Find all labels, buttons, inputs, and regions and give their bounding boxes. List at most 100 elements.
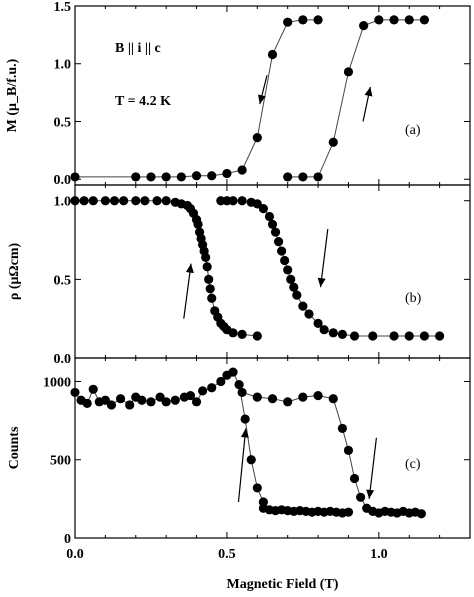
data-point <box>280 255 290 266</box>
y-tick-label: 0 <box>64 532 71 547</box>
data-point <box>313 318 323 328</box>
series-line <box>75 19 319 178</box>
data-point <box>313 172 323 182</box>
direction-arrow <box>362 86 373 122</box>
data-point <box>252 133 262 143</box>
data-point <box>205 284 215 294</box>
data-point <box>389 15 399 25</box>
data-point <box>228 367 238 377</box>
y-tick-label: 1.0 <box>54 58 72 73</box>
data-point <box>237 165 247 175</box>
data-point <box>298 392 308 402</box>
panel-2: 0.0 0.5 1.0 ρ (μΩcm) (b) <box>7 184 471 367</box>
data-point <box>191 171 202 181</box>
data-point <box>419 15 430 25</box>
data-point <box>228 196 238 206</box>
data-point <box>88 196 98 206</box>
data-point <box>137 395 147 405</box>
data-point <box>191 397 202 407</box>
panel-frame <box>74 357 471 539</box>
panel-label: (a) <box>405 123 421 138</box>
data-point <box>88 384 98 394</box>
y-axis-label: M (μ_B/f.u.) <box>5 58 20 132</box>
data-point <box>298 301 308 311</box>
data-point <box>202 262 212 272</box>
data-point <box>283 17 293 27</box>
arrow-head <box>258 94 266 105</box>
panel-label: (b) <box>405 291 422 306</box>
data-point <box>125 400 135 410</box>
data-point <box>207 171 217 181</box>
data-point <box>234 380 244 390</box>
data-point <box>252 331 262 341</box>
annotation: B || i || c <box>115 41 161 56</box>
data-point <box>131 172 141 182</box>
data-point <box>70 172 80 182</box>
data-point <box>313 15 323 25</box>
data-point <box>283 265 293 275</box>
data-point <box>419 331 430 341</box>
data-point <box>349 473 360 484</box>
x-tick-label: 1.0 <box>370 547 388 562</box>
panel-label: (c) <box>405 457 421 472</box>
data-point <box>252 392 262 402</box>
arrow-head <box>366 489 375 499</box>
data-point <box>176 172 186 182</box>
data-point <box>283 397 293 407</box>
arrow-shaft <box>237 428 247 503</box>
data-point <box>404 331 414 341</box>
arrow-shaft <box>368 437 378 499</box>
data-point <box>343 507 354 517</box>
panel-3: 0 500 1000 0.0 0.5 1.0 Counts (c) <box>7 357 471 562</box>
data-point <box>82 398 92 408</box>
data-point <box>328 394 338 404</box>
panel-1: 0.0 0.5 1.0 1.5 M (μ_B/f.u.) (a) B || i || c T … <box>5 0 471 188</box>
data-point <box>185 390 196 401</box>
data-point <box>267 49 278 60</box>
data-point <box>264 211 275 222</box>
data-point <box>237 329 247 340</box>
data-point <box>292 290 302 300</box>
data-point <box>204 274 214 284</box>
data-point <box>198 386 208 396</box>
data-point <box>359 21 369 31</box>
data-point <box>70 196 80 206</box>
y-axis-label: ρ (μΩcm) <box>7 242 22 300</box>
y-tick-label: 1.0 <box>54 195 72 210</box>
data-point <box>313 390 323 401</box>
data-point <box>298 172 308 182</box>
y-tick-label: 1.5 <box>54 0 72 15</box>
data-point <box>404 15 414 25</box>
direction-arrow <box>237 428 249 503</box>
arrow-shaft <box>183 263 192 319</box>
arrow-head <box>240 428 249 438</box>
data-point <box>246 455 256 465</box>
annotation: T = 4.2 K <box>115 94 171 109</box>
data-point <box>252 483 262 493</box>
data-point <box>356 492 366 502</box>
data-point <box>100 196 110 206</box>
y-tick-label: 1000 <box>43 375 71 390</box>
data-point <box>152 196 162 206</box>
data-point <box>289 282 299 292</box>
data-point <box>161 196 171 206</box>
data-point <box>115 394 126 404</box>
arrow-head <box>185 263 194 274</box>
data-point <box>343 67 354 77</box>
data-point <box>146 172 156 182</box>
chart-panels: 0.0 0.5 1.0 1.5 M (μ_B/f.u.) (a) B || i || c T … <box>5 0 471 562</box>
data-point <box>79 196 89 206</box>
series-line <box>287 19 425 178</box>
data-point <box>228 328 238 338</box>
series-line <box>74 371 264 503</box>
data-point <box>337 423 347 434</box>
data-point <box>161 397 171 407</box>
series-line <box>241 391 422 515</box>
direction-arrow <box>258 75 268 105</box>
x-tick-label: 0.5 <box>218 547 236 562</box>
data-point <box>416 509 426 519</box>
data-point <box>267 219 278 229</box>
data-point <box>328 137 338 147</box>
data-point <box>349 331 360 341</box>
